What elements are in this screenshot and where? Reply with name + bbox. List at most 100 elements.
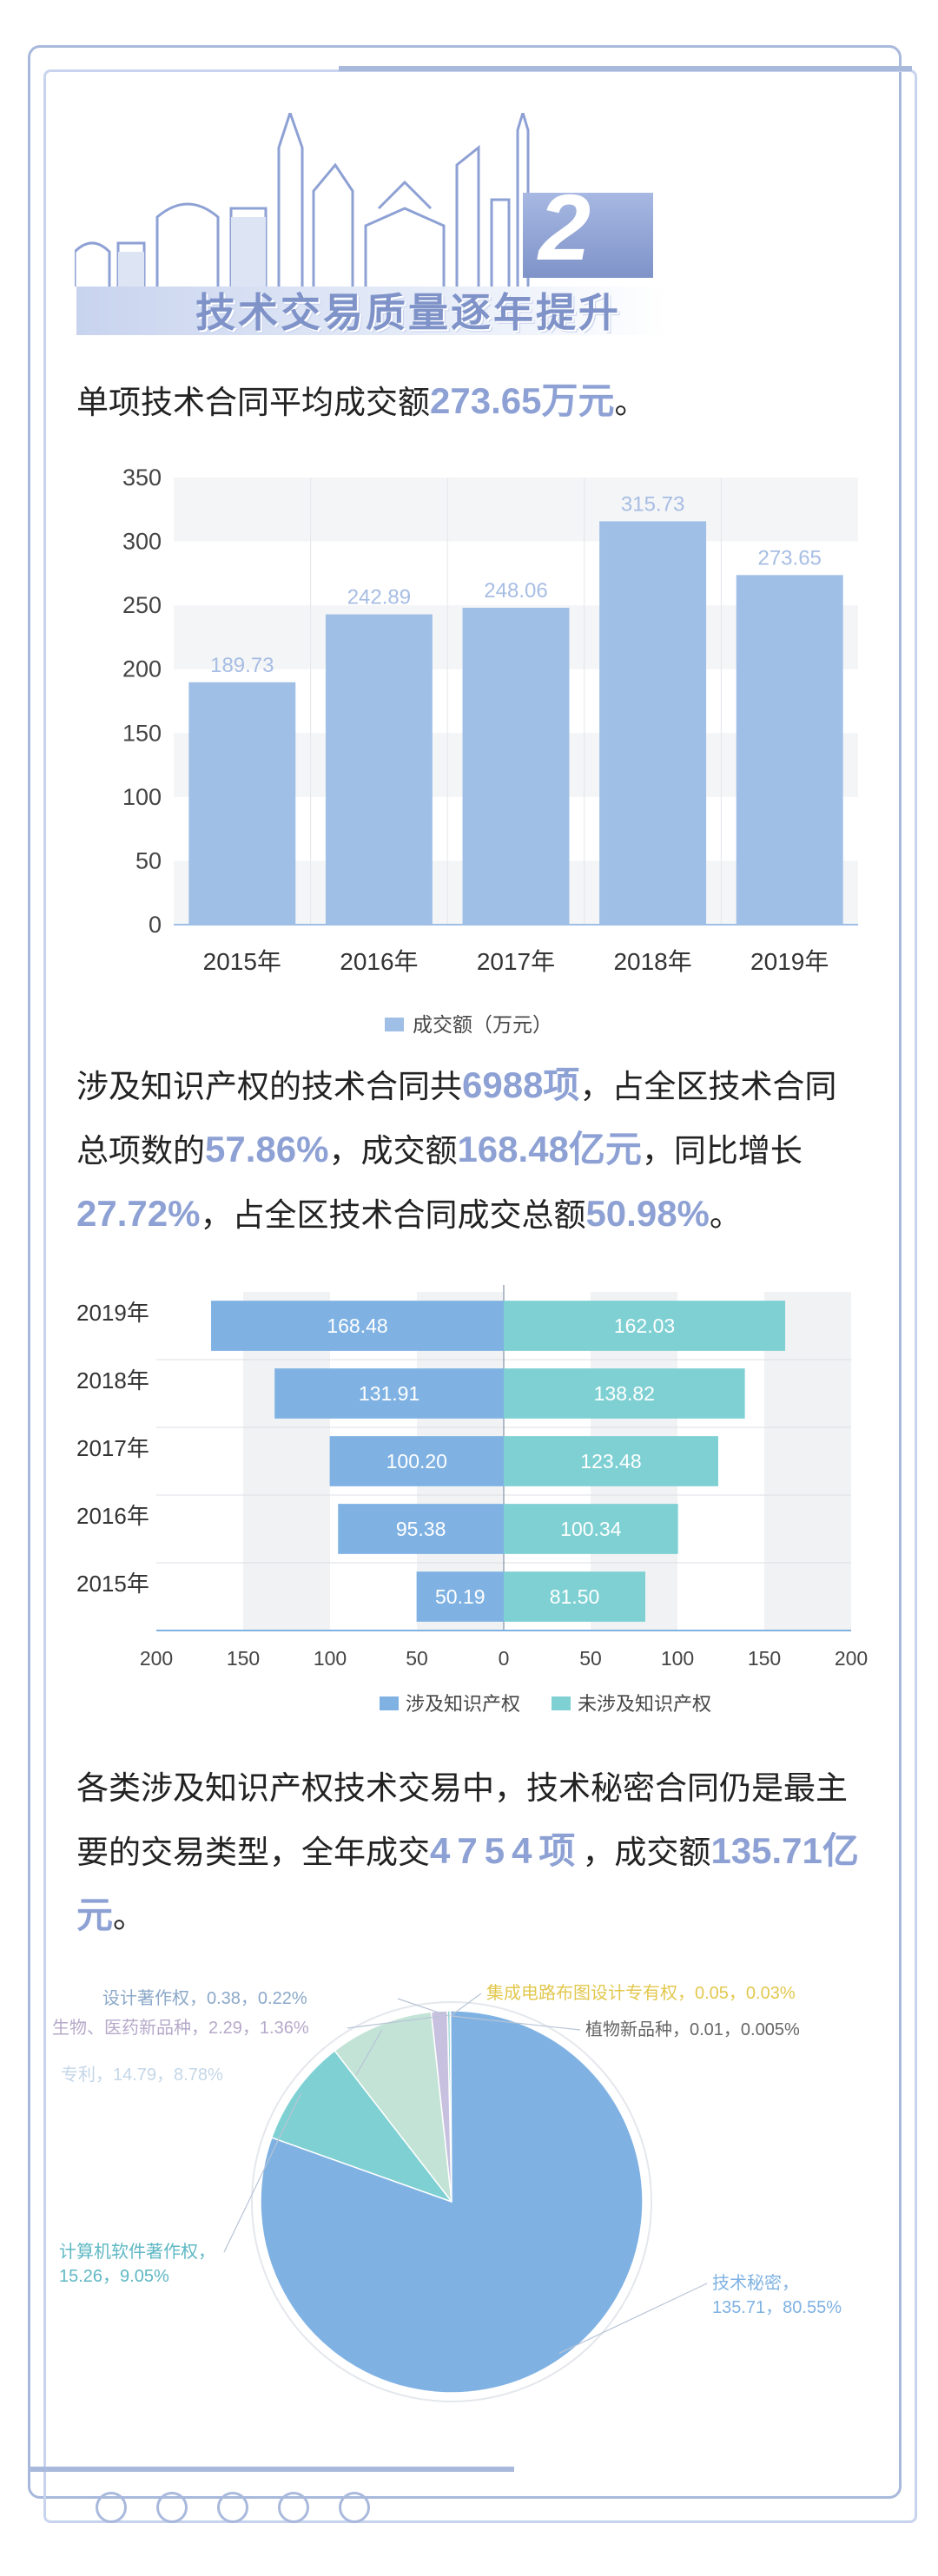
bar-ip	[416, 1571, 504, 1622]
y-tick-label: 2019年	[76, 1300, 149, 1326]
bar	[188, 682, 296, 925]
bar-value-label: 273.65	[757, 546, 821, 570]
legend-label: 成交额（万元）	[413, 1013, 552, 1036]
bar	[325, 614, 433, 925]
ip-diverging-bar-chart: 168.48 162.03 2019年 131.91 138.82 2018年 100.20…	[76, 1285, 868, 1715]
deco-circle-4	[278, 2492, 309, 2523]
bar-ip	[329, 1436, 504, 1486]
legend-swatch-non-ip	[552, 1696, 571, 1710]
bar-ip-value: 131.91	[359, 1382, 419, 1405]
para2-t2: ，占全区技术合同总项数的	[76, 1068, 837, 1169]
pie-leader-line	[558, 2283, 708, 2355]
bar-value-label: 315.73	[621, 492, 684, 516]
y-tick-label: 100	[122, 784, 162, 810]
para2-t6: 。	[709, 1196, 742, 1234]
para2-t1: 涉及知识产权的技术合同共	[76, 1068, 462, 1105]
pie-label: 集成电路布图设计专有权，0.05，0.03%	[486, 1983, 796, 2003]
x-tick-label: 50	[579, 1647, 602, 1670]
y-tick-label: 2017年	[76, 1435, 149, 1461]
section-number-badge	[523, 193, 653, 278]
pie-label: 植物新品种，0.01，0.005%	[585, 2019, 800, 2039]
bar-non-ip	[504, 1504, 678, 1554]
x-tick-label: 50	[406, 1647, 428, 1670]
bar-non-ip	[504, 1301, 786, 1351]
pie-label: 专利，14.79，8.78%	[61, 2065, 223, 2085]
para3-t2: ，成交额	[582, 1834, 711, 1871]
y-tick-label: 50	[135, 847, 162, 873]
outer-frame	[28, 45, 902, 2499]
x-tick-label: 0	[499, 1647, 510, 1670]
bar-non-ip-value: 81.50	[550, 1585, 600, 1608]
y-tick-label: 150	[122, 720, 162, 746]
bar	[599, 521, 707, 925]
para2-h1: 6988项	[462, 1064, 580, 1105]
pie-label: 技术秘密，	[712, 2273, 799, 2293]
x-tick-label: 100	[661, 1647, 694, 1670]
para3-h2: 135.71亿元	[76, 1830, 859, 1935]
legend-label-ip: 涉及知识产权	[406, 1693, 520, 1715]
section-title: 技术交易质量逐年提升	[195, 289, 621, 336]
bar-ip	[338, 1504, 504, 1554]
bar-non-ip-value: 138.82	[594, 1382, 655, 1405]
bar-ip	[211, 1301, 505, 1351]
paragraph-trade-types: 各类涉及知识产权技术交易中，技术秘密合同仍是最主要的交易类型，全年成交4754项…	[76, 1757, 869, 1948]
x-tick-label: 2015年	[203, 948, 281, 975]
bar-non-ip	[504, 1571, 645, 1622]
pie-leader-line	[450, 1993, 482, 2017]
paragraph-ip-contracts: 涉及知识产权的技术合同共6988项，占全区技术合同总项数的57.86%，成交额1…	[76, 1054, 869, 1247]
deco-circle-3	[217, 2492, 248, 2523]
para3-t3: 。	[113, 1898, 146, 1935]
x-tick-label: 200	[140, 1647, 173, 1670]
top-accent-line	[339, 66, 912, 71]
pie-label: 设计著作权，0.38，0.22%	[102, 1988, 307, 2008]
deco-circle-2	[156, 2492, 188, 2523]
average-value-bar-chart: 0 50 100 150 200 250 300 350 189.73 2015年 242.89 20…	[122, 464, 858, 1036]
bar	[736, 575, 843, 925]
title-band	[76, 287, 667, 335]
section-number: 2	[538, 175, 591, 280]
legend-label-non-ip: 未涉及知识产权	[578, 1693, 711, 1715]
bar-value-label: 242.89	[347, 586, 411, 609]
bar-non-ip	[504, 1368, 745, 1419]
bar-non-ip-value: 123.48	[580, 1450, 641, 1472]
y-tick-label: 0	[149, 912, 162, 938]
bar-ip-value: 168.48	[327, 1314, 387, 1337]
chart-band	[174, 478, 858, 542]
y-tick-label: 350	[122, 464, 162, 491]
para3-t1: 各类涉及知识产权技术交易中，技术秘密合同仍是最主要的交易类型，全年成交	[76, 1769, 848, 1871]
para1-end: 。	[614, 384, 647, 421]
x-tick-label: 150	[227, 1647, 260, 1670]
bar-ip-value: 95.38	[396, 1518, 446, 1540]
deco-circle-5	[339, 2492, 370, 2523]
y-tick-label: 250	[122, 592, 162, 618]
y-tick-label: 2018年	[76, 1367, 149, 1393]
pie-leader-line	[355, 2029, 383, 2076]
bar	[462, 607, 570, 925]
pie-label-value: 15.26，9.05%	[59, 2267, 169, 2286]
bar-non-ip-value: 162.03	[614, 1314, 675, 1337]
y-tick-label: 200	[122, 656, 162, 682]
para3-h1: 4754项	[430, 1830, 583, 1871]
para2-t3: ，成交额	[328, 1132, 458, 1169]
legend-swatch-ip	[380, 1696, 399, 1710]
bar-value-label: 248.06	[484, 579, 547, 603]
bar-value-label: 189.73	[210, 654, 274, 677]
para1-highlight: 273.65万元	[430, 380, 615, 421]
pie-label: 生物、医药新品种，2.29，1.36%	[52, 2018, 309, 2038]
city-skyline-illustration	[75, 113, 530, 287]
para2-t5: ，占全区技术合同成交总额	[200, 1196, 586, 1234]
bottom-accent-line	[28, 2467, 514, 2472]
pie-label-value: 135.71，80.55%	[712, 2298, 842, 2317]
pie-leader-line	[223, 2092, 302, 2253]
bar-ip-value: 50.19	[435, 1585, 486, 1608]
bar-non-ip	[504, 1436, 718, 1486]
bar-ip	[274, 1368, 504, 1419]
para2-h2: 57.86%	[205, 1129, 329, 1169]
paragraph-average-value: 单项技术合同平均成交额273.65万元。	[76, 370, 869, 434]
pie-slice	[334, 2011, 453, 2204]
pie-slice	[270, 2050, 454, 2204]
pie-label: 计算机软件著作权，	[59, 2242, 215, 2262]
x-tick-label: 2017年	[477, 948, 555, 975]
x-tick-label: 200	[835, 1647, 868, 1670]
para2-h4: 27.72%	[76, 1193, 201, 1234]
